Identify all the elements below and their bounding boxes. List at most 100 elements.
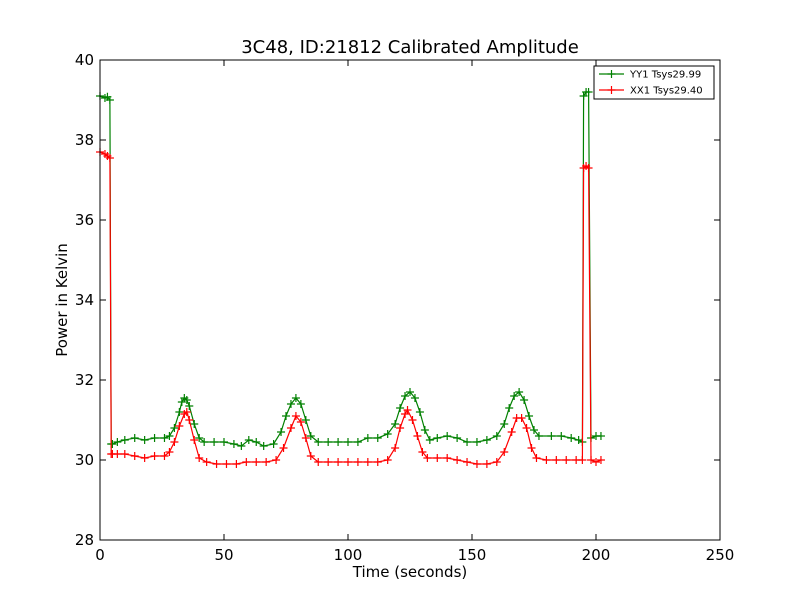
data-point-xx1 — [130, 452, 139, 460]
data-point-xx1 — [373, 458, 382, 466]
data-point-yy1 — [244, 436, 253, 444]
data-point-yy1 — [334, 438, 343, 446]
y-tick-label: 40 — [75, 51, 94, 69]
plot-area — [100, 60, 720, 540]
data-point-yy1 — [415, 408, 424, 416]
data-point-xx1 — [190, 436, 199, 444]
data-point-xx1 — [522, 424, 531, 432]
data-point-yy1 — [175, 408, 184, 416]
legend-marker-xx1 — [607, 86, 616, 94]
data-point-xx1 — [353, 458, 362, 466]
data-point-xx1 — [578, 456, 587, 464]
data-point-xx1 — [182, 408, 191, 416]
data-point-xx1 — [120, 450, 129, 458]
data-point-yy1 — [282, 412, 290, 420]
data-point-xx1 — [443, 454, 452, 462]
legend-label-xx1: XX1 Tsys29.40 — [630, 86, 703, 97]
data-point-xx1 — [113, 450, 122, 458]
data-point-yy1 — [324, 438, 333, 446]
data-point-xx1 — [279, 444, 288, 452]
y-tick-label: 30 — [75, 451, 94, 469]
y-tick-label: 34 — [75, 291, 94, 309]
data-point-xx1 — [140, 454, 149, 462]
data-point-yy1 — [463, 438, 472, 446]
data-point-yy1 — [534, 432, 543, 440]
data-point-xx1 — [542, 456, 551, 464]
data-point-xx1 — [175, 422, 184, 430]
data-point-yy1 — [286, 400, 295, 408]
data-point-xx1 — [165, 448, 174, 456]
x-tick-label: 0 — [95, 546, 105, 564]
data-point-xx1 — [170, 438, 179, 446]
data-point-xx1 — [383, 456, 392, 464]
x-tick-label: 200 — [582, 546, 611, 564]
data-point-xx1 — [160, 452, 169, 460]
data-point-yy1 — [373, 434, 382, 442]
data-point-xx1 — [306, 452, 315, 460]
data-point-yy1 — [433, 434, 442, 442]
legend-marker-yy1 — [607, 70, 616, 78]
data-point-yy1 — [210, 438, 219, 446]
data-point-yy1 — [269, 440, 278, 448]
legend-label-yy1: YY1 Tsys29.99 — [629, 70, 701, 81]
series-yy1 — [96, 88, 605, 450]
data-point-yy1 — [220, 438, 228, 446]
data-point-yy1 — [515, 388, 524, 396]
data-point-yy1 — [277, 428, 286, 436]
x-tick-label: 250 — [706, 546, 735, 564]
data-point-yy1 — [492, 432, 501, 440]
data-point-xx1 — [532, 454, 541, 462]
x-axis: 0 50 100 150 200 250 — [95, 60, 734, 564]
data-point-xx1 — [185, 416, 194, 424]
data-point-xx1 — [252, 458, 261, 466]
data-point-yy1 — [383, 430, 392, 438]
data-point-yy1 — [344, 438, 352, 446]
data-point-yy1 — [190, 420, 199, 428]
data-point-yy1 — [584, 88, 593, 96]
data-point-yy1 — [505, 404, 514, 412]
data-point-xx1 — [562, 456, 571, 464]
data-point-yy1 — [510, 392, 519, 400]
data-point-yy1 — [108, 440, 117, 448]
data-point-yy1 — [306, 432, 315, 440]
data-point-yy1 — [420, 426, 429, 434]
data-point-yy1 — [482, 436, 491, 444]
x-axis-label: Time (seconds) — [352, 563, 468, 581]
data-point-xx1 — [232, 460, 241, 468]
data-point-yy1 — [574, 436, 583, 444]
data-point-yy1 — [314, 438, 323, 446]
data-point-yy1 — [410, 394, 419, 402]
data-point-xx1 — [212, 460, 221, 468]
data-point-xx1 — [418, 448, 427, 456]
data-point-yy1 — [185, 402, 194, 410]
data-point-xx1 — [242, 458, 251, 466]
y-tick-label: 32 — [75, 371, 94, 389]
data-point-yy1 — [113, 438, 122, 446]
data-point-xx1 — [262, 458, 271, 466]
data-point-yy1 — [130, 434, 139, 442]
data-point-yy1 — [525, 412, 534, 420]
data-point-yy1 — [182, 396, 191, 404]
data-point-xx1 — [596, 456, 605, 464]
data-point-xx1 — [301, 434, 310, 442]
data-point-yy1 — [396, 404, 405, 412]
data-point-xx1 — [334, 458, 343, 466]
chart-title: 3C48, ID:21812 Calibrated Amplitude — [241, 37, 579, 58]
data-point-xx1 — [296, 418, 305, 426]
data-point-yy1 — [520, 396, 529, 404]
data-point-xx1 — [222, 460, 231, 468]
data-point-xx1 — [592, 458, 600, 466]
data-point-xx1 — [291, 412, 300, 420]
legend: YY1 Tsys29.99 XX1 Tsys29.40 — [593, 65, 715, 100]
data-point-xx1 — [500, 448, 509, 456]
data-point-yy1 — [406, 388, 414, 396]
data-point-yy1 — [425, 436, 434, 444]
data-point-yy1 — [259, 442, 268, 450]
data-point-yy1 — [596, 432, 605, 440]
y-tick-label: 28 — [75, 531, 94, 549]
data-point-yy1 — [353, 438, 362, 446]
data-point-yy1 — [547, 432, 556, 440]
data-point-xx1 — [105, 154, 114, 162]
data-point-xx1 — [507, 428, 516, 436]
data-point-yy1 — [530, 426, 538, 434]
